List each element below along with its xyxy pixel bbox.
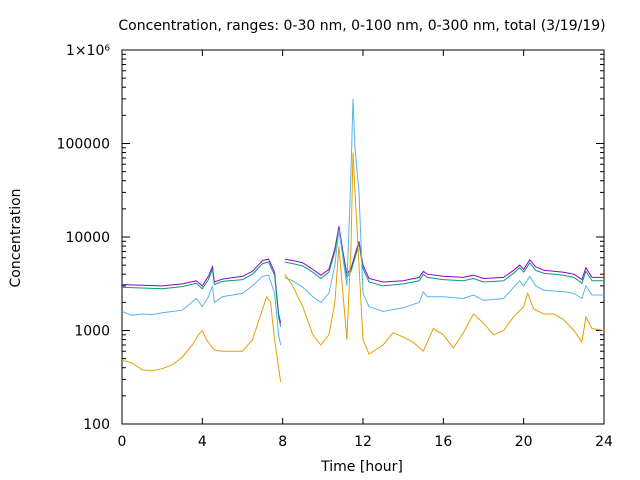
series-line-range_0_30 — [284, 152, 605, 355]
x-axis-label: Time [hour] — [320, 459, 403, 475]
series-line-total — [121, 258, 282, 324]
y-tick-label: 100 — [83, 417, 110, 433]
series-line-range_0_300 — [121, 261, 282, 327]
x-tick-label: 0 — [118, 434, 127, 450]
y-tick-label: 10000 — [65, 230, 110, 246]
series-group — [121, 98, 605, 383]
series-line-range_0_30 — [121, 295, 282, 383]
series-line-total — [284, 226, 604, 283]
y-tick-label: 1000 — [74, 324, 110, 340]
axis-ticks: 0 4 8 12 16 20 24 100 1000 10000 100000 1×10⁶ — [57, 43, 613, 450]
x-tick-label: 20 — [515, 434, 533, 450]
x-tick-label: 8 — [278, 434, 287, 450]
plot-frame — [121, 49, 605, 425]
series-line-range_0_300 — [284, 229, 604, 287]
y-tick-label: 1×10⁶ — [66, 43, 110, 59]
series-line-range_0_100 — [121, 274, 282, 346]
plot-area — [121, 49, 605, 425]
x-tick-label: 24 — [595, 434, 613, 450]
x-tick-label: 4 — [198, 434, 207, 450]
y-axis-label: Concentration — [8, 188, 24, 287]
y-tick-label: 100000 — [57, 137, 110, 153]
x-tick-label: 16 — [434, 434, 452, 450]
chart-title: Concentration, ranges: 0-30 nm, 0-100 nm… — [118, 18, 605, 34]
series-line-range_0_100 — [284, 98, 604, 312]
x-tick-label: 12 — [354, 434, 372, 450]
